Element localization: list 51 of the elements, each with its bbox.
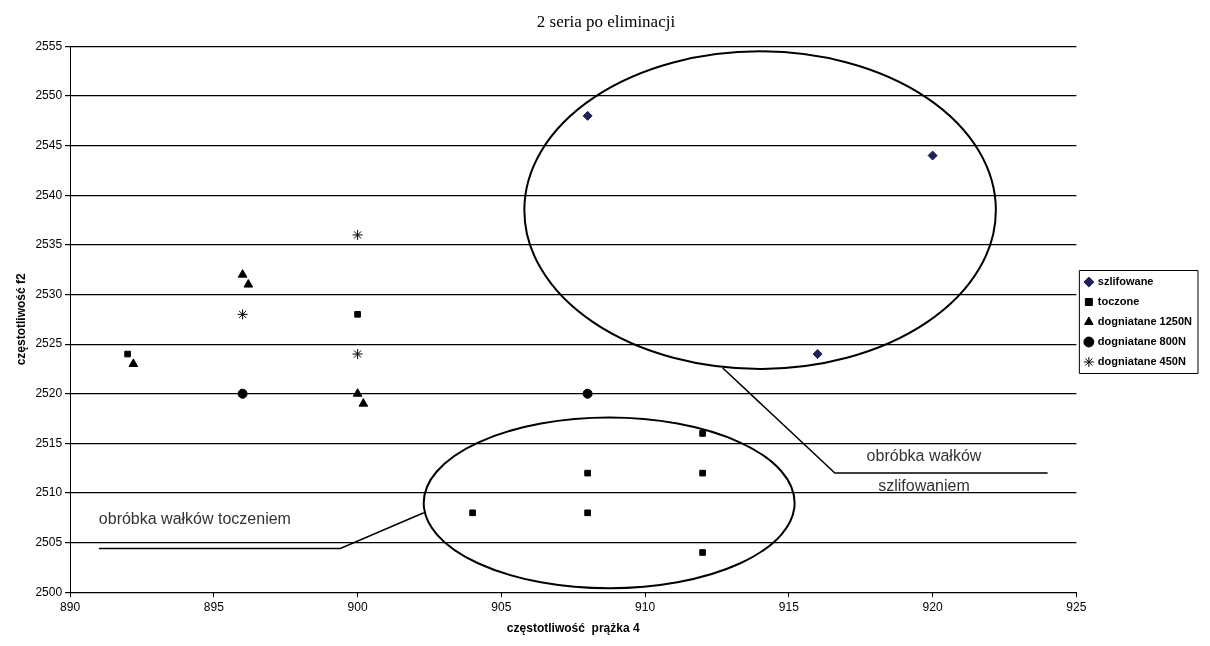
point <box>243 279 254 288</box>
point <box>354 311 361 318</box>
x-tick-label: 890 <box>60 599 81 614</box>
y-tick-label: 2535 <box>35 237 63 252</box>
point <box>927 150 938 161</box>
legend-label: szlifowane <box>1097 275 1154 288</box>
point <box>237 388 248 399</box>
point <box>237 269 248 278</box>
y-axis-title: częstotliwość f2 <box>13 272 28 366</box>
point <box>699 430 706 437</box>
point <box>584 509 591 517</box>
x-tick-label: 920 <box>922 599 943 614</box>
point <box>582 388 593 399</box>
x-axis-title: częstotliwość prążka 4 <box>506 621 640 636</box>
point <box>584 469 591 477</box>
y-tick-label: 2545 <box>35 137 63 152</box>
point <box>469 509 476 517</box>
legend-label: toczone <box>1097 295 1140 308</box>
x-tick-label: 910 <box>635 599 656 614</box>
point <box>352 388 363 397</box>
point <box>352 229 364 241</box>
y-tick-label: 2550 <box>35 88 63 103</box>
point <box>812 349 823 360</box>
x-tick-label: 895 <box>203 599 225 614</box>
x-tick-label: 925 <box>1066 599 1087 614</box>
point <box>358 398 369 407</box>
x-tick-label: 915 <box>778 599 800 614</box>
point <box>352 348 364 360</box>
y-tick-label: 2515 <box>35 435 63 450</box>
point <box>699 469 706 477</box>
x-tick-label: 900 <box>347 599 368 614</box>
point <box>128 358 139 367</box>
y-tick-label: 2505 <box>35 534 63 549</box>
annotation: obróbka wałków szlifowaniem <box>866 446 982 494</box>
legend-label: dogniatane 800N <box>1097 335 1186 348</box>
x-tick-label: 905 <box>491 599 512 614</box>
annotation: obróbka wałków toczeniem <box>98 510 291 528</box>
chart-title: 2 seria po eliminacji <box>536 11 676 31</box>
legend-label: dogniatane 1250N <box>1097 315 1193 328</box>
y-tick-label: 2530 <box>35 286 63 301</box>
y-tick-label: 2525 <box>35 336 63 351</box>
point <box>124 350 131 358</box>
point <box>699 549 706 556</box>
y-tick-label: 2510 <box>35 485 63 500</box>
legend-label: dogniatane 450N <box>1097 355 1186 368</box>
point <box>237 308 249 320</box>
y-tick-label: 2540 <box>35 187 63 202</box>
point <box>582 110 593 121</box>
y-tick-label: 2500 <box>35 584 63 599</box>
y-tick-label: 2520 <box>35 386 63 401</box>
y-tick-label: 2555 <box>35 38 63 53</box>
